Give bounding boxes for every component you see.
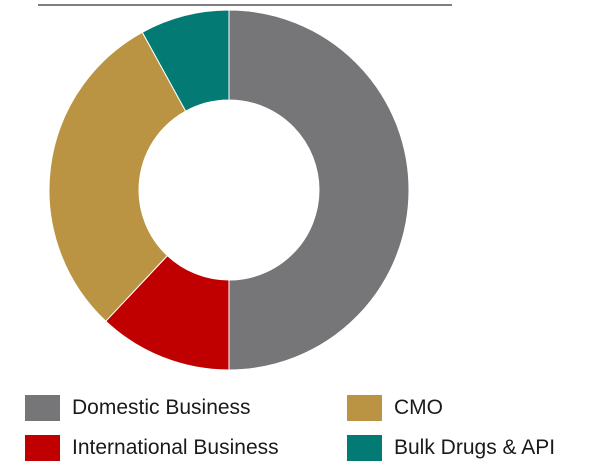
top-divider-line [38, 4, 452, 6]
donut-slice-bulk-drugs-api [141, 9, 230, 112]
donut-slice-domestic-business [228, 9, 410, 371]
donut-slice-cmo [48, 31, 187, 322]
